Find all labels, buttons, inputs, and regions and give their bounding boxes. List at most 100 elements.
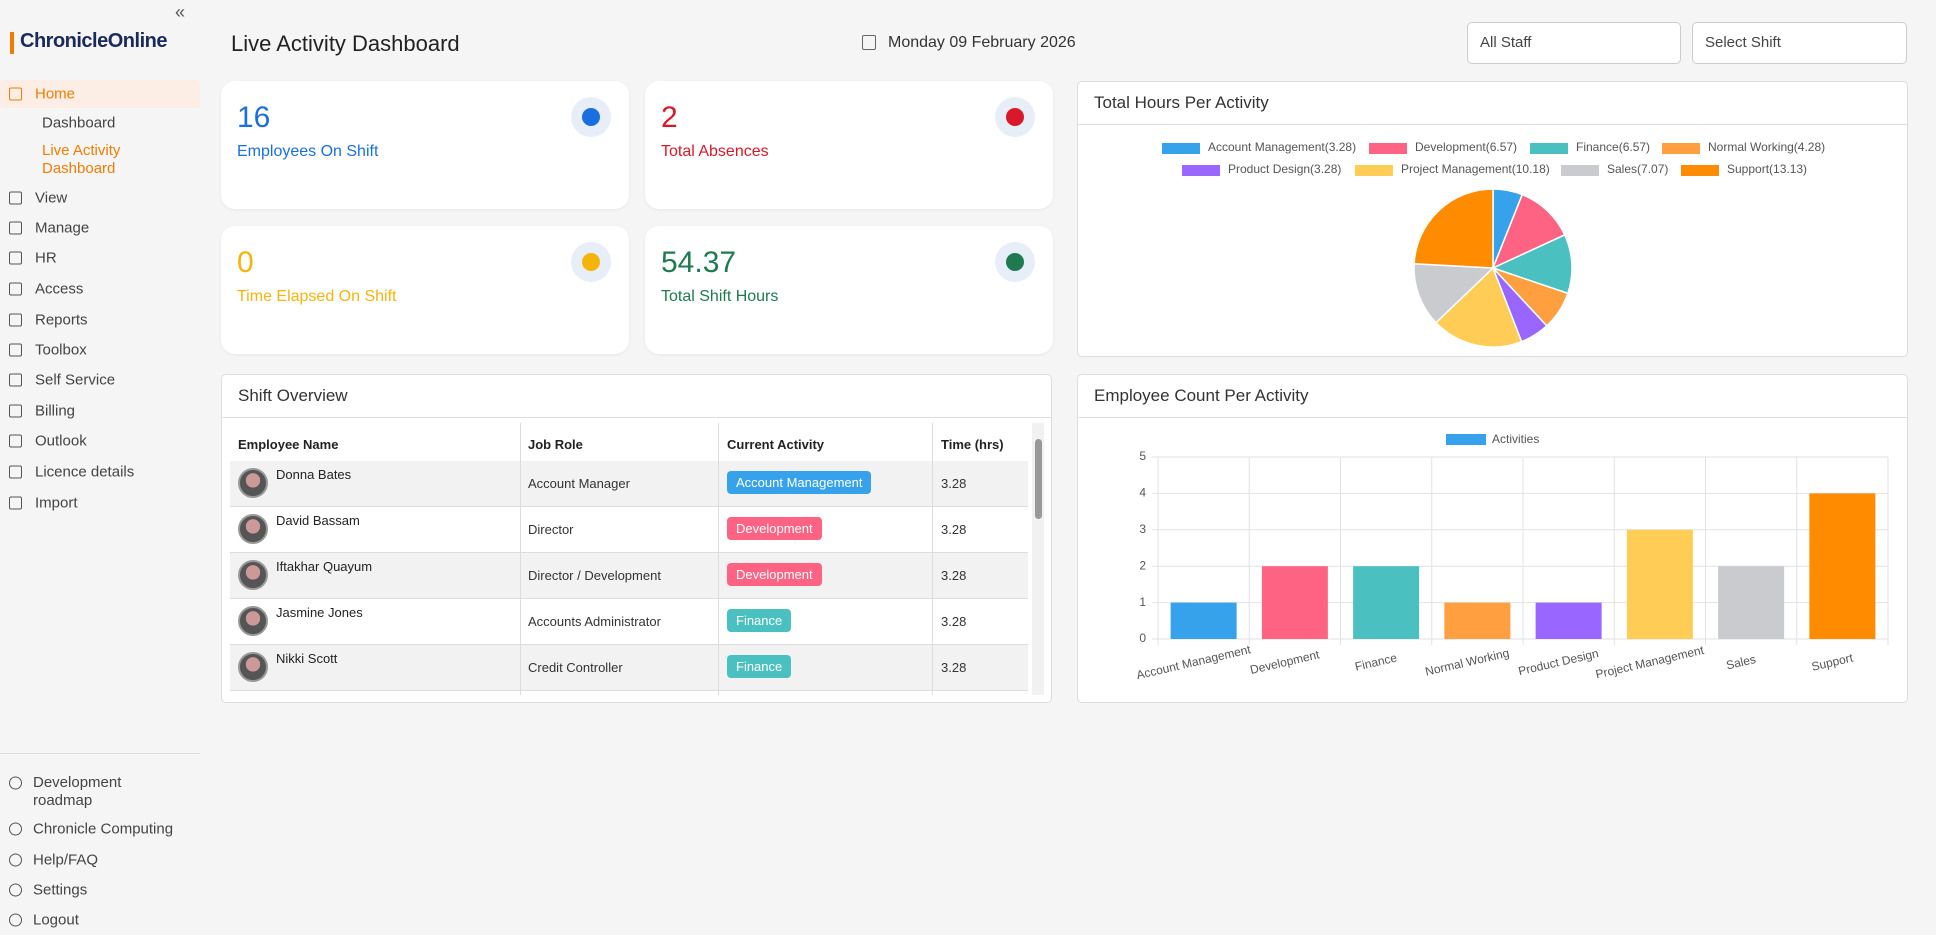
stat-icon bbox=[995, 97, 1035, 137]
pie-slice bbox=[1413, 188, 1494, 269]
time-hrs: 3.28 bbox=[941, 660, 967, 675]
y-tick-label: 5 bbox=[1139, 449, 1146, 463]
nav-item[interactable]: Self Service bbox=[35, 371, 116, 389]
bar bbox=[1718, 566, 1785, 639]
legend-label: Activities bbox=[1492, 432, 1539, 446]
bar bbox=[1353, 566, 1420, 639]
stat-card: 16 Employees On Shift bbox=[221, 81, 629, 209]
logo: ChronicleOnline bbox=[20, 30, 167, 52]
stat-icon-glyph bbox=[1006, 253, 1024, 271]
job-role: Accounts Administrator bbox=[528, 614, 661, 629]
nav-item[interactable]: View bbox=[35, 189, 68, 207]
nav-item[interactable]: Manage bbox=[35, 219, 90, 237]
pie-chart: Account Management(3.28) Development(6.57… bbox=[1162, 140, 1825, 348]
divider bbox=[0, 753, 200, 754]
legend-label: Normal Working(4.28) bbox=[1708, 140, 1825, 154]
nav-item[interactable]: Toolbox bbox=[35, 341, 87, 359]
activity-badge: Development bbox=[727, 563, 822, 586]
scrollbar-thumb[interactable] bbox=[1035, 439, 1042, 519]
date: Monday 09 February 2026 bbox=[888, 34, 1076, 51]
nav-item[interactable]: Settings bbox=[33, 881, 88, 899]
activity-badge: Finance bbox=[727, 609, 792, 632]
nav-icon bbox=[9, 853, 22, 867]
nav-item[interactable]: Logout bbox=[33, 911, 79, 929]
sidebar: ChronicleOnline « Home View Manage HR Access… bbox=[0, 0, 200, 935]
table-row: David Bassam Director Development 3.28 bbox=[230, 507, 1028, 553]
stat-card: 54.37 Total Shift Hours bbox=[645, 226, 1053, 354]
collapse-button[interactable]: « bbox=[175, 2, 186, 22]
time-hrs: 3.28 bbox=[941, 614, 967, 629]
legend-swatch bbox=[1162, 143, 1200, 154]
nav-icon bbox=[9, 434, 22, 448]
nav-item[interactable]: Help/FAQ bbox=[33, 851, 99, 869]
bar bbox=[1535, 602, 1602, 639]
stat-icon-glyph bbox=[1006, 108, 1024, 126]
column-header: Time (hrs) bbox=[941, 437, 1004, 452]
time-hrs: 3.28 bbox=[941, 476, 967, 491]
avatar bbox=[238, 606, 268, 636]
nav-icon bbox=[9, 776, 22, 790]
logo-bar bbox=[10, 32, 14, 54]
y-tick-label: 2 bbox=[1139, 558, 1146, 572]
legend-swatch bbox=[1369, 143, 1407, 154]
legend-swatch bbox=[1182, 165, 1220, 176]
legend-label: Sales(7.07) bbox=[1607, 162, 1668, 176]
nav-item[interactable]: Development roadmap bbox=[33, 774, 122, 809]
column-header: Current Activity bbox=[727, 437, 825, 452]
nav-item[interactable]: Licence details bbox=[35, 463, 135, 481]
pie-slice bbox=[1434, 266, 1523, 348]
nav-icon bbox=[9, 404, 22, 418]
nav-icon bbox=[9, 496, 22, 510]
nav-icon bbox=[9, 822, 22, 836]
employee-name: Donna Bates bbox=[276, 467, 352, 482]
stat-value: 2 bbox=[661, 101, 678, 134]
nav-item[interactable]: HR bbox=[35, 249, 57, 267]
page-title: Live Activity Dashboard bbox=[231, 31, 460, 56]
time-hrs: 3.28 bbox=[941, 522, 967, 537]
column-header: Employee Name bbox=[238, 437, 339, 452]
time-hrs: 3.28 bbox=[941, 568, 967, 583]
nav-item[interactable]: Billing bbox=[35, 402, 76, 420]
legend-swatch bbox=[1561, 165, 1599, 176]
column-divider bbox=[932, 423, 933, 695]
x-tick-label: Sales bbox=[1725, 652, 1757, 672]
shift-filter[interactable]: Select Shift bbox=[1692, 22, 1907, 64]
activity-badge: Finance bbox=[727, 655, 792, 678]
stat-label: Total Absences bbox=[661, 143, 769, 160]
nav-subitem[interactable]: Dashboard bbox=[42, 114, 116, 132]
bar bbox=[1170, 602, 1237, 639]
x-tick-label: Normal Working bbox=[1424, 646, 1511, 679]
stat-card: 0 Time Elapsed On Shift bbox=[221, 226, 629, 354]
table-row: Donna Bates Account Manager Account Manage… bbox=[230, 461, 1028, 507]
nav-icon bbox=[9, 373, 22, 387]
stat-value: 54.37 bbox=[661, 246, 737, 279]
nav-subitem[interactable]: Live Activity Dashboard bbox=[42, 142, 121, 177]
column-divider bbox=[520, 423, 521, 695]
stat-value: 16 bbox=[237, 101, 271, 134]
calendar-icon bbox=[862, 35, 876, 50]
nav-icon bbox=[9, 313, 22, 327]
bar-chart: Activities 0 1 2 3 4 5 Account ManagementDevelo… bbox=[1135, 432, 1889, 682]
nav-item[interactable]: Import bbox=[35, 494, 78, 512]
nav-item[interactable]: Access bbox=[35, 280, 84, 298]
legend-label: Product Design(3.28) bbox=[1228, 162, 1341, 176]
y-tick-label: 0 bbox=[1139, 631, 1146, 645]
legend-label: Account Management(3.28) bbox=[1208, 140, 1356, 154]
avatar bbox=[238, 514, 268, 544]
legend-label: Finance(6.57) bbox=[1576, 140, 1650, 154]
pie-slice bbox=[1491, 193, 1566, 270]
y-tick-label: 3 bbox=[1139, 522, 1146, 536]
legend-label: Development(6.57) bbox=[1415, 140, 1517, 154]
table-row: Jasmine Jones Accounts Administrator Finan… bbox=[230, 599, 1028, 645]
nav-icon bbox=[9, 913, 22, 927]
x-tick-label: Support bbox=[1810, 650, 1855, 673]
nav-item[interactable]: Reports bbox=[35, 311, 88, 329]
nav-item[interactable]: Home bbox=[35, 85, 76, 103]
nav-item[interactable]: Chronicle Computing bbox=[33, 820, 174, 838]
shift-overview: Shift Overview Employee Name Job Role Curr… bbox=[221, 374, 1052, 703]
nav-icon bbox=[9, 883, 22, 897]
staff-filter[interactable]: All Staff bbox=[1467, 22, 1681, 64]
stat-card: 2 Total Absences bbox=[645, 81, 1053, 209]
nav-item[interactable]: Outlook bbox=[35, 432, 87, 450]
avatar bbox=[238, 560, 268, 590]
